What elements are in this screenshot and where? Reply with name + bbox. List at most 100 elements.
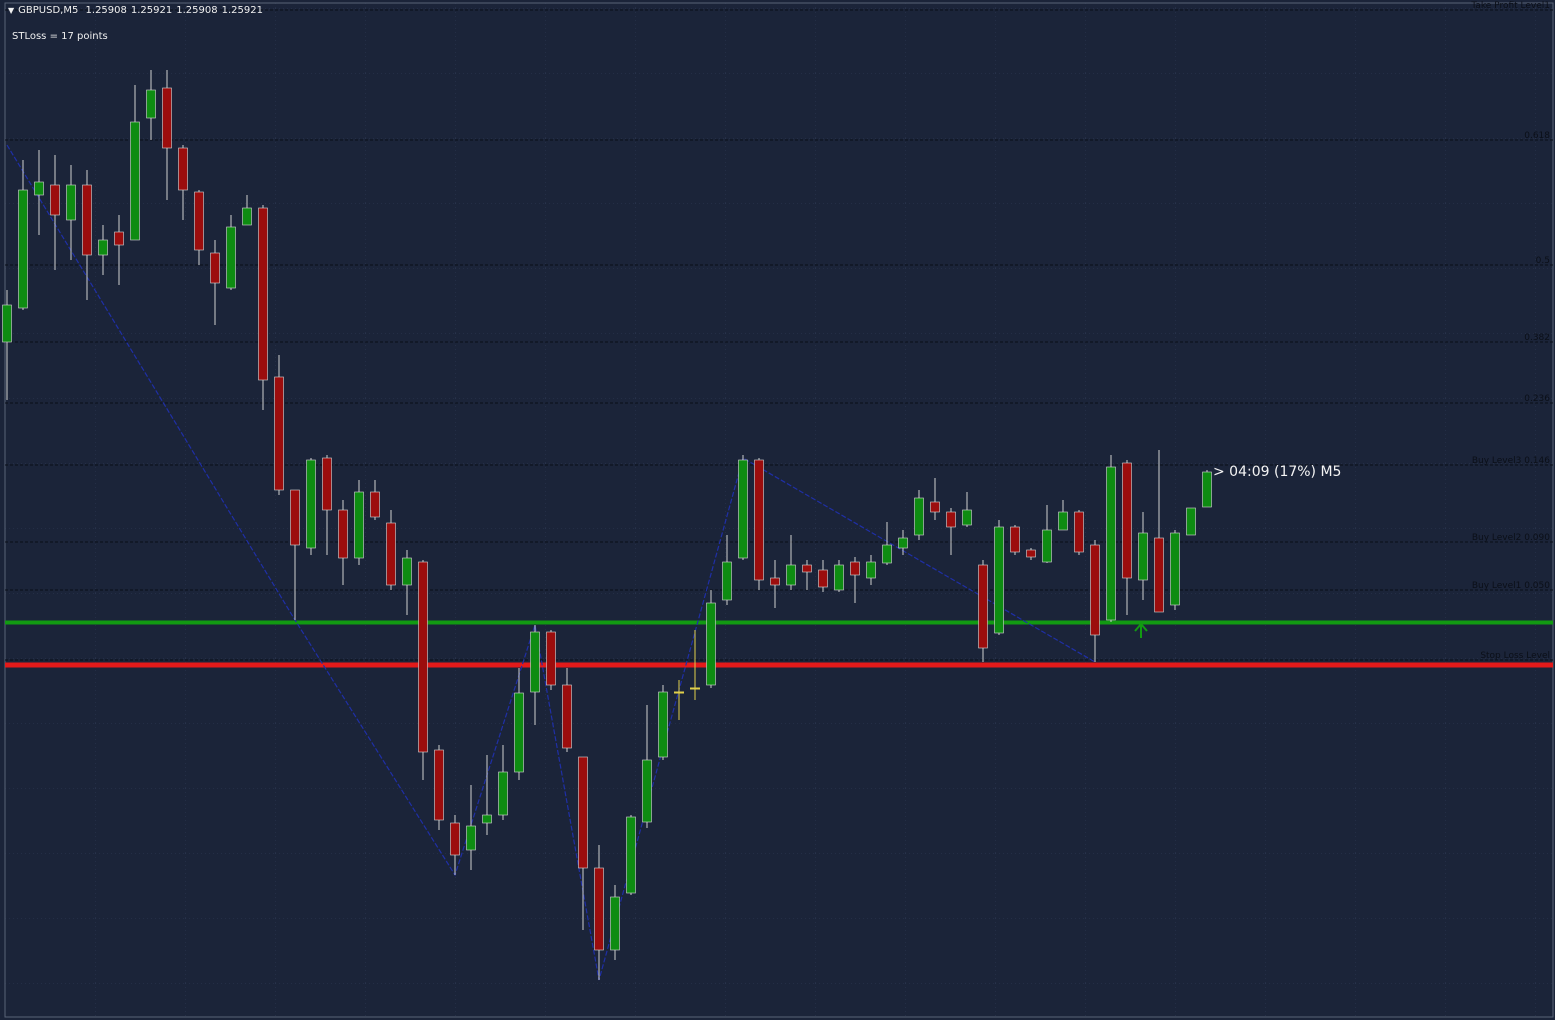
candle-body	[226, 226, 236, 289]
level-label: Buy Level2 0.090	[1472, 533, 1550, 543]
candle-body	[562, 684, 572, 749]
candle-body	[546, 631, 556, 686]
candle-body	[306, 459, 316, 549]
candle-body	[610, 896, 620, 951]
candle-body	[322, 457, 332, 511]
candle-body	[1042, 529, 1052, 563]
candle-body	[354, 491, 364, 559]
candle-timer: > 04:09 (17%) M5	[1213, 464, 1342, 480]
candle-body	[834, 564, 844, 591]
candle-body	[130, 121, 140, 241]
candle-body	[850, 561, 860, 576]
candle-body	[706, 602, 716, 686]
candle-body	[962, 509, 972, 526]
candle-body	[1106, 466, 1116, 621]
level-label: 0.236	[1524, 394, 1550, 404]
candle-body	[98, 239, 108, 256]
candle-body	[738, 459, 748, 559]
candle-body	[194, 191, 204, 251]
candle-body	[114, 231, 124, 246]
candle-body	[290, 489, 300, 546]
candle-body	[450, 822, 460, 856]
candle-body	[370, 491, 380, 518]
candle-body	[1186, 507, 1196, 536]
candle-body	[754, 459, 764, 581]
header-value: 1.25921	[130, 5, 173, 16]
candle-body	[946, 511, 956, 528]
candle-body	[1074, 511, 1084, 553]
candle-body	[1202, 471, 1212, 508]
candle-body	[1138, 532, 1148, 581]
candle-body	[578, 756, 588, 869]
candle-body	[386, 522, 396, 586]
level-label: 0.5	[1536, 256, 1550, 266]
candle-body	[178, 147, 188, 191]
stloss-note: STLoss = 17 points	[12, 31, 108, 42]
candle-body	[18, 189, 28, 309]
candle-body	[258, 207, 268, 381]
candle-body	[466, 825, 476, 851]
level-label: Buy Level3 0.146	[1472, 456, 1550, 466]
candle-body	[674, 691, 684, 694]
candle-body	[66, 184, 76, 221]
candle-body	[690, 687, 700, 690]
candle-body	[498, 771, 508, 816]
candle-body	[338, 509, 348, 559]
candle-body	[530, 631, 540, 693]
candle-body	[242, 207, 252, 226]
candle-body	[882, 544, 892, 564]
header-value: 1.25921	[221, 5, 263, 16]
candle-body	[1154, 537, 1164, 613]
candle-body	[642, 759, 652, 823]
candle-body	[914, 497, 924, 536]
candle-body	[402, 557, 412, 586]
candle-body	[626, 816, 636, 894]
candle-body	[898, 537, 908, 549]
candles	[2, 70, 1212, 980]
candle-body	[82, 184, 92, 256]
level-label: Take Profit Level1	[1470, 1, 1550, 11]
candle-body	[658, 691, 668, 758]
header-values: 1.25908 1.25921 1.25908 1.25921	[86, 5, 267, 16]
candle-body	[50, 184, 60, 216]
chart-area	[4, 2, 1554, 1018]
candle-body	[770, 577, 780, 586]
candle-body	[1026, 549, 1036, 558]
symbol: GBPUSD,M5	[18, 5, 79, 16]
header-value: 1.25908	[176, 5, 218, 16]
candle-body	[146, 89, 156, 119]
candle-body	[818, 569, 828, 588]
candle-body	[994, 526, 1004, 634]
candle-body	[1058, 511, 1068, 531]
candle-body	[514, 692, 524, 773]
candle-body	[162, 87, 172, 149]
candle-body	[482, 814, 492, 824]
candle-body	[722, 561, 732, 601]
candle-body	[786, 564, 796, 586]
candle-body	[802, 564, 812, 573]
candle-body	[2, 304, 12, 343]
candle-body	[1170, 532, 1180, 606]
buy-arrow	[1134, 622, 1148, 638]
candle-body	[1122, 462, 1132, 579]
header-value: 1.25908	[85, 5, 127, 16]
candle-body	[434, 749, 444, 821]
candle-body	[274, 376, 284, 491]
chart-header: ▼ GBPUSD,M5 1.25908 1.25921 1.25908 1.25921	[8, 5, 271, 16]
candle-body	[930, 501, 940, 513]
level-label: 0.618	[1524, 131, 1550, 141]
candle-body	[1010, 526, 1020, 553]
menu-triangle[interactable]: ▼	[8, 6, 15, 15]
candle-body	[34, 181, 44, 196]
candle-body	[594, 867, 604, 951]
level-label: Stop Loss Level	[1480, 651, 1550, 661]
level-label: 0.382	[1524, 333, 1550, 343]
candle-body	[978, 564, 988, 649]
candle-body	[418, 561, 428, 753]
candle-body	[866, 561, 876, 579]
level-label: Buy Level1 0.050	[1472, 581, 1550, 591]
candle-body	[210, 252, 220, 284]
candle-body	[1090, 544, 1100, 636]
